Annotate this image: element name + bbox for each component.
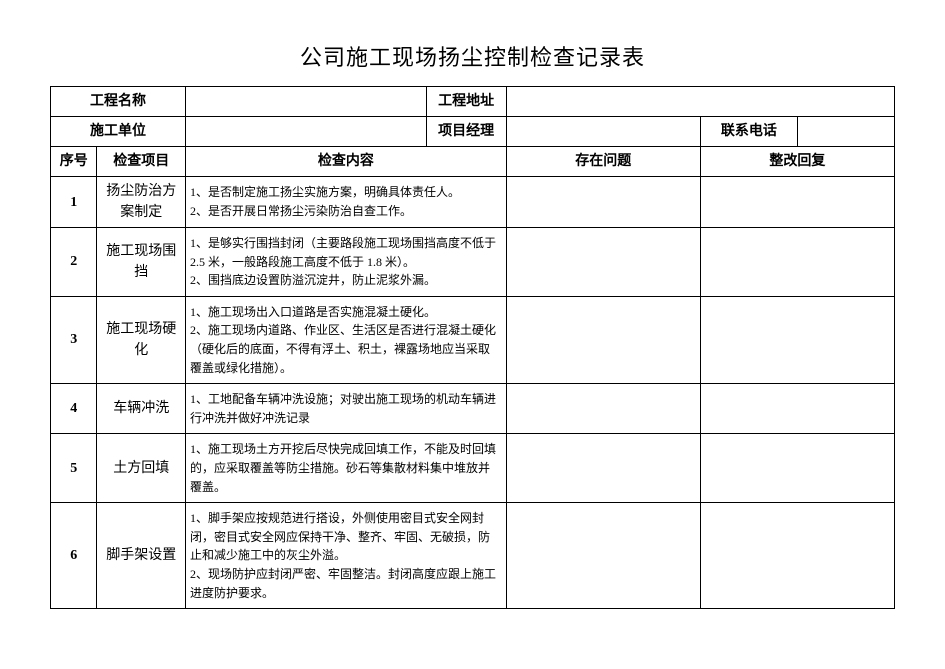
cell-item: 施工现场硬化	[97, 296, 186, 383]
cell-response	[700, 177, 894, 228]
cell-issues	[506, 228, 700, 297]
table-row: 2 施工现场围挡 1、是够实行围挡封闭（主要路段施工现场围挡高度不低于 2.5 …	[51, 228, 895, 297]
cell-item: 车辆冲洗	[97, 384, 186, 434]
content-line: 2、现场防护应封闭严密、牢固整洁。封闭高度应跟上施工进度防护要求。	[190, 565, 500, 602]
col-issues: 存在问题	[506, 147, 700, 177]
cell-content: 1、是够实行围挡封闭（主要路段施工现场围挡高度不低于 2.5 米，一般路段施工高…	[186, 228, 507, 297]
value-construction-unit	[186, 117, 427, 147]
content-line: 1、脚手架应按规范进行搭设，外侧使用密目式安全网封闭，密目式安全网应保持干净、整…	[190, 509, 500, 565]
cell-content: 1、是否制定施工扬尘实施方案，明确具体责任人。 2、是否开展日常扬尘污染防治自查…	[186, 177, 507, 228]
cell-issues	[506, 434, 700, 503]
cell-response	[700, 228, 894, 297]
cell-content: 1、脚手架应按规范进行搭设，外侧使用密目式安全网封闭，密目式安全网应保持干净、整…	[186, 503, 507, 609]
column-header-row: 序号 检查项目 检查内容 存在问题 整改回复	[51, 147, 895, 177]
value-project-name	[186, 87, 427, 117]
cell-item: 土方回填	[97, 434, 186, 503]
label-contact-phone: 联系电话	[700, 117, 797, 147]
cell-item: 施工现场围挡	[97, 228, 186, 297]
cell-content: 1、施工现场出入口道路是否实施混凝土硬化。 2、施工现场内道路、作业区、生活区是…	[186, 296, 507, 383]
cell-issues	[506, 177, 700, 228]
col-item: 检查项目	[97, 147, 186, 177]
cell-content: 1、工地配备车辆冲洗设施；对驶出施工现场的机动车辆进行冲洗并做好冲洗记录	[186, 384, 507, 434]
table-row: 3 施工现场硬化 1、施工现场出入口道路是否实施混凝土硬化。 2、施工现场内道路…	[51, 296, 895, 383]
table-row: 1 扬尘防治方案制定 1、是否制定施工扬尘实施方案，明确具体责任人。 2、是否开…	[51, 177, 895, 228]
cell-seq: 2	[51, 228, 97, 297]
content-line: 1、是够实行围挡封闭（主要路段施工现场围挡高度不低于 2.5 米，一般路段施工高…	[190, 234, 500, 271]
content-line: 1、工地配备车辆冲洗设施；对驶出施工现场的机动车辆进行冲洗并做好冲洗记录	[190, 390, 500, 427]
cell-seq: 3	[51, 296, 97, 383]
cell-issues	[506, 503, 700, 609]
label-construction-unit: 施工单位	[51, 117, 186, 147]
content-line: 1、施工现场出入口道路是否实施混凝土硬化。	[190, 303, 500, 322]
cell-issues	[506, 384, 700, 434]
col-content: 检查内容	[186, 147, 507, 177]
content-line: 2、施工现场内道路、作业区、生活区是否进行混凝土硬化（硬化后的底面，不得有浮土、…	[190, 321, 500, 377]
value-contact-phone	[797, 117, 894, 147]
cell-response	[700, 296, 894, 383]
table-row: 4 车辆冲洗 1、工地配备车辆冲洗设施；对驶出施工现场的机动车辆进行冲洗并做好冲…	[51, 384, 895, 434]
header-row-2: 施工单位 项目经理 联系电话	[51, 117, 895, 147]
value-project-address	[506, 87, 894, 117]
page-title: 公司施工现场扬尘控制检查记录表	[50, 40, 895, 72]
value-project-manager	[506, 117, 700, 147]
cell-seq: 5	[51, 434, 97, 503]
content-line: 1、施工现场土方开挖后尽快完成回填工作，不能及时回填的，应采取覆盖等防尘措施。砂…	[190, 440, 500, 496]
table-row: 6 脚手架设置 1、脚手架应按规范进行搭设，外侧使用密目式安全网封闭，密目式安全…	[51, 503, 895, 609]
label-project-address: 工程地址	[426, 87, 506, 117]
content-line: 2、是否开展日常扬尘污染防治自查工作。	[190, 202, 500, 221]
header-row-1: 工程名称 工程地址	[51, 87, 895, 117]
content-line: 1、是否制定施工扬尘实施方案，明确具体责任人。	[190, 183, 500, 202]
cell-response	[700, 384, 894, 434]
content-line: 2、围挡底边设置防溢沉淀井，防止泥浆外漏。	[190, 271, 500, 290]
cell-item: 脚手架设置	[97, 503, 186, 609]
table-row: 5 土方回填 1、施工现场土方开挖后尽快完成回填工作，不能及时回填的，应采取覆盖…	[51, 434, 895, 503]
col-seq: 序号	[51, 147, 97, 177]
cell-seq: 1	[51, 177, 97, 228]
cell-seq: 6	[51, 503, 97, 609]
cell-seq: 4	[51, 384, 97, 434]
cell-response	[700, 503, 894, 609]
label-project-manager: 项目经理	[426, 117, 506, 147]
cell-response	[700, 434, 894, 503]
cell-item: 扬尘防治方案制定	[97, 177, 186, 228]
label-project-name: 工程名称	[51, 87, 186, 117]
cell-content: 1、施工现场土方开挖后尽快完成回填工作，不能及时回填的，应采取覆盖等防尘措施。砂…	[186, 434, 507, 503]
inspection-table: 工程名称 工程地址 施工单位 项目经理 联系电话 序号 检查项目 检查内容 存在…	[50, 86, 895, 609]
cell-issues	[506, 296, 700, 383]
col-response: 整改回复	[700, 147, 894, 177]
